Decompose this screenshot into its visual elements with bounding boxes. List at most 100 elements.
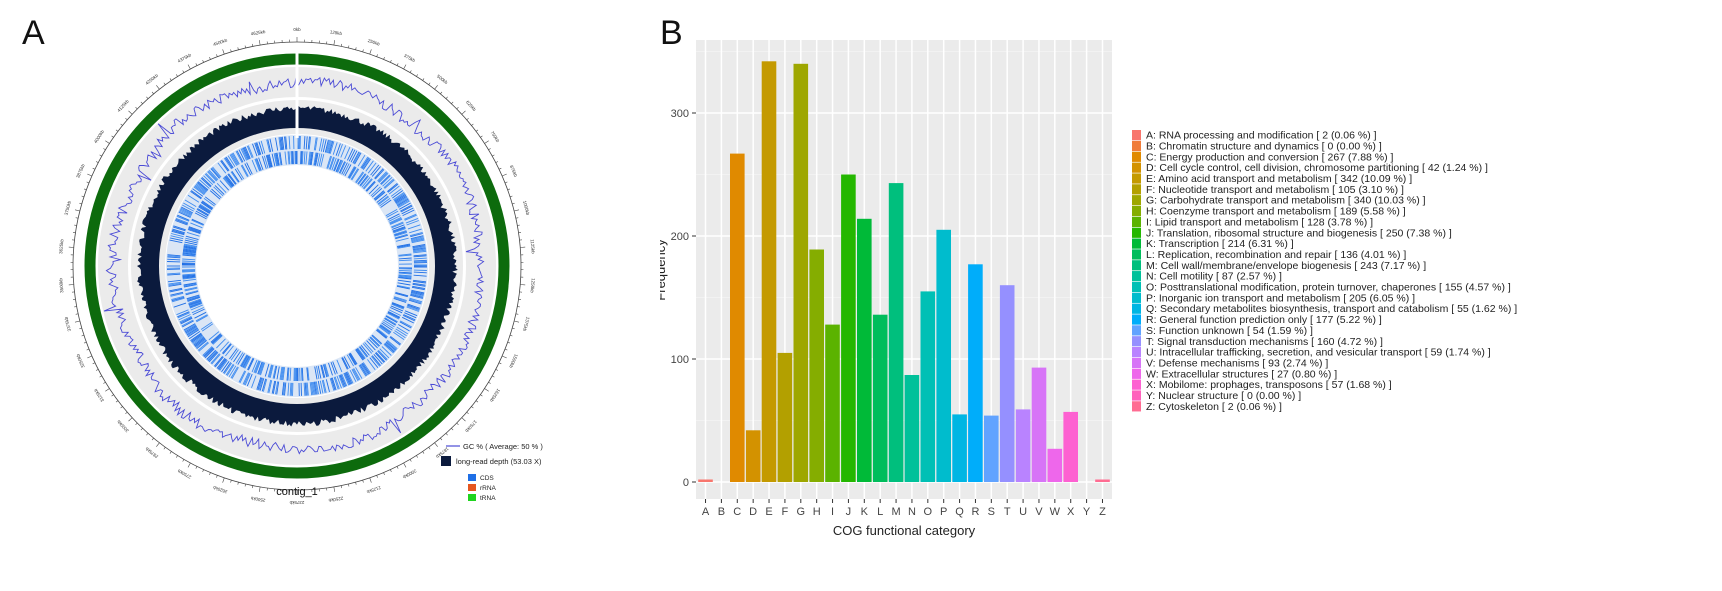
cds-feature <box>185 291 199 296</box>
cds-feature <box>407 303 421 309</box>
cds-feature <box>182 274 196 277</box>
cds-feature <box>180 206 194 214</box>
x-tick-label: G <box>797 506 806 518</box>
ring-tick-label: 2375kb <box>289 500 304 505</box>
cds-feature <box>385 341 397 351</box>
ring-tick-label: 1375kb <box>522 316 531 332</box>
cds-feature <box>284 382 287 396</box>
cds-feature <box>225 345 234 357</box>
cds-feature <box>192 336 204 345</box>
cds-feature <box>343 356 351 369</box>
cds-feature <box>412 285 426 290</box>
legend-swatch <box>1132 227 1141 238</box>
cds-feature <box>225 175 234 187</box>
cds-feature <box>280 366 284 380</box>
cds-feature <box>346 148 354 161</box>
legend-swatch <box>1132 271 1141 282</box>
x-tick-label: Y <box>1083 506 1091 518</box>
cds-feature <box>289 382 292 396</box>
cds-feature <box>409 231 423 237</box>
cds-feature <box>171 229 185 235</box>
cds-feature <box>233 350 242 363</box>
cds-feature <box>336 359 343 373</box>
cds-feature <box>398 275 412 278</box>
cds-feature <box>241 355 249 368</box>
cds-feature <box>188 298 201 304</box>
cds-feature <box>196 209 209 217</box>
cds-feature <box>362 362 371 374</box>
cds-feature <box>221 159 230 171</box>
cds-feature <box>405 217 419 224</box>
cds-feature <box>255 142 261 156</box>
ring-tick <box>509 334 513 337</box>
cds-feature <box>290 151 293 165</box>
cds-feature <box>207 351 218 362</box>
cds-feature <box>172 226 186 232</box>
x-tick-label: P <box>940 506 947 518</box>
cds-feature <box>349 167 357 179</box>
ring-tick <box>428 447 431 450</box>
ring-tick <box>111 135 114 138</box>
cds-feature <box>398 259 412 262</box>
legend-swatch <box>1132 357 1141 369</box>
cds-feature <box>264 363 270 377</box>
ring-tick <box>456 422 459 426</box>
ring-tick <box>182 70 185 73</box>
legend-swatch <box>1132 173 1141 184</box>
ring-tick <box>259 40 261 46</box>
cds-feature <box>307 136 310 150</box>
legend-swatch <box>1132 216 1141 227</box>
ring-tick-label: 3625kb <box>58 238 64 254</box>
cds-feature <box>366 340 376 351</box>
cog-legend: A: RNA processing and modification [ 2 (… <box>1132 130 1517 413</box>
ring-tick <box>222 49 225 55</box>
bars <box>698 61 1110 483</box>
cds-feature <box>332 142 338 155</box>
cds-feature <box>187 296 200 302</box>
legend-label: E: Amino acid transport and metabolism [… <box>1146 173 1412 185</box>
cds-feature <box>410 292 424 297</box>
cds-feature <box>390 305 404 312</box>
cds-feature <box>195 339 207 349</box>
cds-feature <box>339 374 346 388</box>
legend-swatch <box>1132 238 1141 249</box>
cds-feature <box>196 315 209 323</box>
bar-A <box>698 479 713 482</box>
cds-feature <box>400 205 413 213</box>
cds-feature <box>218 359 227 371</box>
cds-feature <box>336 159 343 173</box>
bar-H <box>809 249 824 482</box>
ring-tick <box>409 459 412 462</box>
cds-feature <box>243 356 251 369</box>
legend-label: D: Cell cycle control, cell division, ch… <box>1146 162 1488 174</box>
cds-feature <box>385 209 398 217</box>
ring-tick <box>475 129 479 132</box>
cds-feature <box>238 370 246 383</box>
cds-feature <box>187 229 201 235</box>
cds-feature <box>291 151 294 165</box>
legend-swatch <box>1132 260 1141 271</box>
x-tick-label: L <box>877 506 883 518</box>
cds-feature <box>322 379 327 393</box>
ring-tick-label: 1625kb <box>489 388 502 404</box>
cds-feature <box>395 328 407 337</box>
legend-swatch <box>1132 205 1141 217</box>
ring-tick <box>502 355 507 359</box>
cds-feature <box>402 209 415 217</box>
cds-feature <box>183 245 197 249</box>
cds-feature <box>385 315 398 323</box>
cds-feature <box>197 181 209 191</box>
legend-swatch <box>1132 347 1141 358</box>
cds-feature <box>235 150 243 163</box>
cds-feature <box>390 188 402 197</box>
x-tick-label: O <box>924 506 933 518</box>
cds-feature <box>241 148 249 161</box>
cds-feature <box>272 380 277 394</box>
cds-feature <box>269 365 274 378</box>
cds-feature <box>242 372 249 385</box>
cds-feature <box>183 282 197 286</box>
x-tick-label: K <box>861 506 869 518</box>
ring-tick-label: 2750kb <box>176 468 192 480</box>
cds-feature <box>391 222 404 229</box>
cds-feature <box>257 361 263 375</box>
